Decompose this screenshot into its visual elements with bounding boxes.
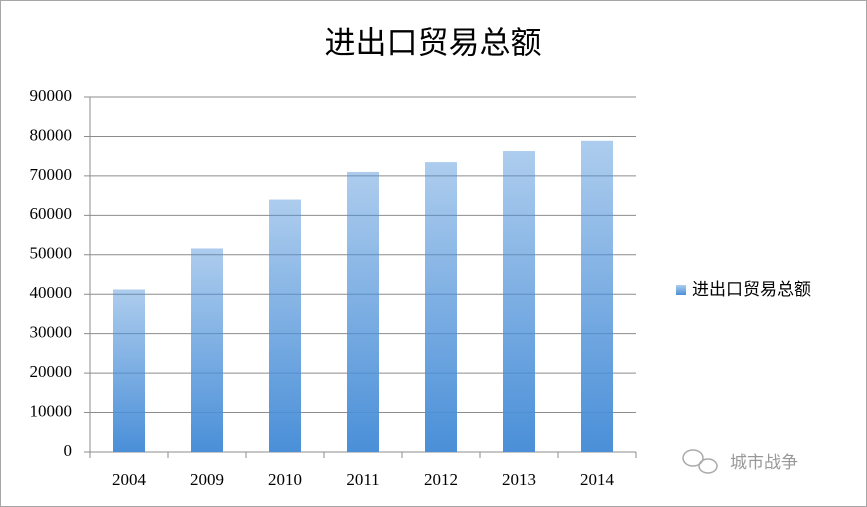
legend-label: 进出口贸易总额 (692, 280, 811, 300)
bar (581, 140, 613, 453)
y-tick-label: 20000 (30, 362, 73, 381)
bar (113, 289, 145, 452)
y-tick-label: 30000 (30, 323, 73, 342)
y-tick-label: 40000 (30, 283, 73, 302)
legend-swatch (676, 285, 686, 295)
bar (347, 171, 379, 452)
x-tick-label: 2009 (190, 470, 224, 489)
bar (425, 162, 457, 453)
x-tick-label: 2010 (268, 470, 302, 489)
y-tick-label: 10000 (30, 401, 73, 420)
x-tick-label: 2014 (580, 470, 615, 489)
bar (503, 151, 535, 453)
x-tick-label: 2012 (424, 470, 458, 489)
chart-title: 进出口贸易总额 (325, 26, 542, 62)
x-tick-label: 2011 (346, 470, 379, 489)
watermark: 城市战争 (730, 453, 798, 473)
bar (191, 248, 223, 452)
x-tick-label: 2013 (502, 470, 536, 489)
y-tick-label: 0 (64, 441, 73, 460)
y-tick-label: 70000 (30, 165, 73, 184)
y-tick-label: 80000 (30, 125, 73, 144)
x-tick-label: 2004 (112, 470, 147, 489)
watermark-icon (682, 449, 718, 474)
y-tick-label: 90000 (30, 86, 73, 105)
bar (269, 199, 301, 452)
y-tick-label: 50000 (30, 244, 73, 263)
y-tick-label: 60000 (30, 204, 73, 223)
